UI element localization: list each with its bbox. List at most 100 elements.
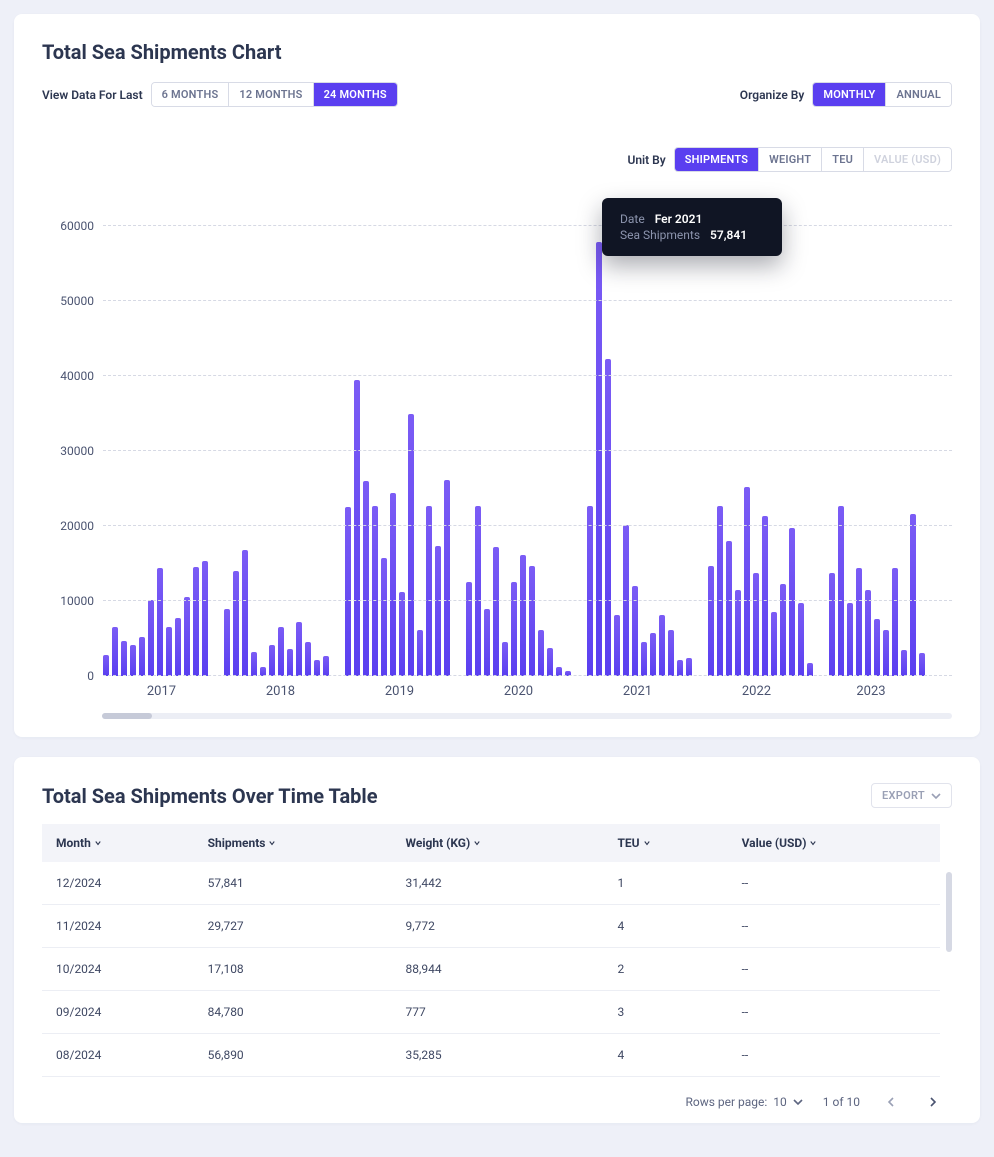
chart-bar[interactable]: [650, 633, 656, 677]
table-column-header[interactable]: Shipments: [194, 824, 392, 862]
chart-bar[interactable]: [717, 506, 723, 676]
chart-bar[interactable]: [847, 603, 853, 676]
chart-bar[interactable]: [677, 660, 683, 676]
pill-option[interactable]: SHIPMENTS: [675, 148, 759, 171]
chart-bar[interactable]: [408, 414, 414, 677]
chart-bar[interactable]: [789, 528, 795, 676]
chart-bar[interactable]: [399, 592, 405, 676]
chart-bar[interactable]: [278, 627, 284, 676]
chart-bar[interactable]: [547, 648, 553, 676]
chart-bar[interactable]: [426, 506, 432, 676]
chart-bar[interactable]: [910, 514, 916, 676]
table-column-header[interactable]: Value (USD): [728, 824, 940, 862]
chart-bar[interactable]: [520, 555, 526, 677]
chart-bar[interactable]: [502, 642, 508, 676]
chart-bar[interactable]: [233, 571, 239, 676]
chart-scrollbar[interactable]: [102, 713, 952, 719]
chart-bar[interactable]: [372, 506, 378, 676]
chart-bar[interactable]: [103, 655, 109, 676]
chart-bar[interactable]: [605, 359, 611, 676]
chart-bar[interactable]: [417, 630, 423, 676]
chart-bar[interactable]: [363, 481, 369, 676]
chart-bar[interactable]: [771, 612, 777, 676]
chart-bar[interactable]: [744, 487, 750, 676]
chart-bar[interactable]: [856, 568, 862, 676]
chart-bar[interactable]: [345, 507, 351, 677]
table-row[interactable]: 12/202457,84131,4421--: [42, 862, 940, 905]
pill-option[interactable]: 24 MONTHS: [314, 83, 397, 106]
pill-option[interactable]: MONTHLY: [813, 83, 886, 106]
chart-bar[interactable]: [708, 566, 714, 676]
chart-bar[interactable]: [175, 618, 181, 677]
chart-scrollbar-thumb[interactable]: [102, 713, 152, 719]
chart-bar[interactable]: [883, 630, 889, 676]
chart-bar[interactable]: [726, 541, 732, 676]
chart-bar[interactable]: [354, 380, 360, 676]
chart-bar[interactable]: [139, 637, 145, 676]
table-column-header[interactable]: TEU: [603, 824, 727, 862]
pill-option[interactable]: WEIGHT: [759, 148, 822, 171]
table-row[interactable]: 11/202429,7279,7724--: [42, 905, 940, 948]
chart-bar[interactable]: [659, 615, 665, 677]
chart-bar[interactable]: [444, 480, 450, 676]
pill-option[interactable]: 6 MONTHS: [152, 83, 230, 106]
chart-bar[interactable]: [780, 584, 786, 676]
table-row[interactable]: 08/202456,89035,2854--: [42, 1034, 940, 1077]
table-scrollbar[interactable]: [946, 872, 952, 952]
chart-bar[interactable]: [587, 506, 593, 676]
chart-bar[interactable]: [305, 642, 311, 676]
chart-bar[interactable]: [838, 506, 844, 676]
pill-option[interactable]: 12 MONTHS: [229, 83, 313, 106]
chart-bar[interactable]: [668, 630, 674, 676]
chart-bar[interactable]: [112, 627, 118, 676]
chart-bar[interactable]: [753, 573, 759, 677]
chart-bar[interactable]: [121, 641, 127, 676]
chart-bar[interactable]: [874, 619, 880, 676]
chart-bar[interactable]: [296, 622, 302, 676]
chart-bar[interactable]: [762, 516, 768, 676]
chart-bar[interactable]: [269, 645, 275, 676]
pill-option[interactable]: TEU: [822, 148, 864, 171]
chart-bar[interactable]: [193, 567, 199, 676]
table-column-header[interactable]: Weight (KG): [392, 824, 604, 862]
chart-bar[interactable]: [829, 573, 835, 677]
chart-bar[interactable]: [493, 547, 499, 676]
pager-next-button[interactable]: [922, 1091, 944, 1113]
pill-option[interactable]: VALUE (USD): [864, 148, 951, 171]
pager-prev-button[interactable]: [880, 1091, 902, 1113]
chart-bar[interactable]: [323, 656, 329, 676]
rows-per-page[interactable]: Rows per page: 10: [685, 1095, 802, 1109]
chart-bar[interactable]: [901, 650, 907, 676]
chart-bar[interactable]: [596, 242, 602, 676]
chart-bar[interactable]: [511, 582, 517, 676]
export-button[interactable]: EXPORT: [871, 783, 952, 808]
chart-bar[interactable]: [202, 561, 208, 677]
chart-bar[interactable]: [735, 590, 741, 676]
chart-bar[interactable]: [157, 568, 163, 676]
chart-bar[interactable]: [184, 597, 190, 676]
chart-bar[interactable]: [224, 609, 230, 677]
chart-bar[interactable]: [251, 652, 257, 676]
chart-bar[interactable]: [538, 630, 544, 676]
chart-bar[interactable]: [390, 493, 396, 676]
chart-bar[interactable]: [614, 615, 620, 676]
chart-bar[interactable]: [529, 566, 535, 676]
chart-bar[interactable]: [484, 609, 490, 677]
chart-bar[interactable]: [641, 642, 647, 676]
chart-bar[interactable]: [466, 582, 472, 676]
chart-bar[interactable]: [686, 658, 692, 676]
chart-bar[interactable]: [892, 568, 898, 676]
chart-plot[interactable]: Date Fer 2021 Sea Shipments 57,841: [102, 196, 952, 676]
chart-bar[interactable]: [166, 627, 172, 676]
pill-option[interactable]: ANNUAL: [886, 83, 951, 106]
chart-bar[interactable]: [798, 603, 804, 677]
chart-bar[interactable]: [475, 506, 481, 676]
chart-bar[interactable]: [865, 590, 871, 676]
chart-bar[interactable]: [919, 653, 925, 676]
chart-bar[interactable]: [130, 645, 136, 677]
chart-bar[interactable]: [242, 550, 248, 676]
chart-bar[interactable]: [148, 600, 154, 677]
chart-bar[interactable]: [381, 558, 387, 676]
chart-bar[interactable]: [314, 660, 320, 677]
table-row[interactable]: 09/202484,7807773--: [42, 991, 940, 1034]
